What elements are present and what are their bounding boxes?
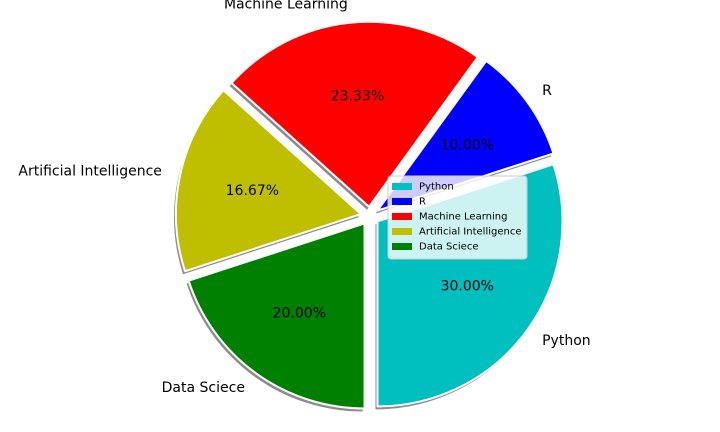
legend-swatch-machine-learning — [392, 213, 412, 220]
category-label-artificial-intelligence: Artificial Intelligence — [18, 164, 162, 180]
pct-label-artificial-intelligence: 16.67% — [226, 183, 279, 199]
legend-swatch-artificial-intelligence — [392, 228, 412, 235]
legend-label-python: Python — [419, 182, 454, 193]
pct-label-data-sciece: 20.00% — [273, 305, 326, 321]
category-label-r: R — [542, 83, 552, 99]
legend-label-artificial-intelligence: Artificial Intelligence — [419, 227, 522, 238]
category-label-machine-learning: Machine Learning — [224, 0, 348, 12]
legend-label-machine-learning: Machine Learning — [419, 212, 507, 223]
slice-r — [376, 59, 555, 212]
legend-swatch-python — [392, 183, 412, 190]
legend: Python R Machine Learning Artificial Intell… — [387, 175, 528, 260]
category-label-python: Python — [542, 333, 591, 349]
legend-label-r: R — [419, 197, 426, 208]
slice-artificial-intelligence — [175, 89, 362, 273]
legend-label-data-sciece: Data Sciece — [419, 242, 478, 253]
pct-label-python: 30.00% — [441, 279, 494, 295]
legend-swatch-data-sciece — [392, 243, 412, 250]
pct-label-machine-learning: 23.33% — [331, 88, 384, 104]
percentage-labels: 30.00% 10.00% 23.33% 16.67% 20.00% — [226, 88, 494, 321]
category-labels: Python R Machine Learning Artificial Intell… — [18, 0, 590, 396]
legend-box — [387, 175, 528, 260]
slice-machine-learning — [230, 20, 479, 208]
legend-swatch-r — [392, 198, 412, 205]
category-label-data-sciece: Data Sciece — [162, 380, 245, 396]
slice-data-sciece — [187, 222, 366, 410]
pct-label-r: 10.00% — [441, 137, 494, 153]
